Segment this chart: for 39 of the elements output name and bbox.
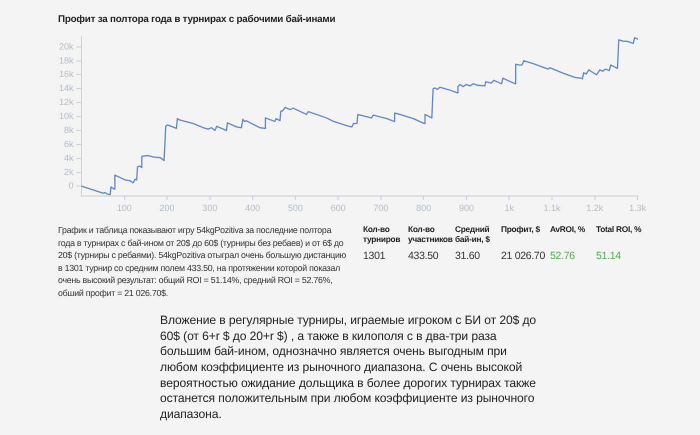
y-tick-label: 6k — [64, 138, 74, 149]
text: Кол-во участников — [408, 224, 454, 244]
x-tick-label: 1.2k — [586, 202, 604, 213]
x-tick-label: 1.1k — [544, 202, 562, 213]
y-tick-label: 14k — [58, 83, 74, 94]
x-tick-label: 400 — [245, 202, 260, 213]
text: 433.50 — [408, 250, 438, 262]
x-tick-label: 900 — [458, 202, 474, 213]
y-tick-label: 12k — [58, 97, 74, 108]
y-tick-label: 8k — [64, 124, 74, 135]
text: 51.14 — [596, 250, 621, 262]
text: График и таблица показывают игру 54kgPozitiva за последние полтора года в турнирах с бай-ином от 20$ до 60$ (турниры без ребаев) и от 6$ до 20$ (турниры с ребаями). 54kgPozitiva отыграл очень большую дистанцию в 1301 турнир со средним полем 433.50, на протяжении которой показал очень высокий результат: общий ROI = 51.14%, средний ROI = 52.76%, обший профит = 21 026.70$. — [58, 224, 347, 300]
x-tick-label: 1.3k — [629, 202, 647, 213]
y-tick-label: 0 — [68, 180, 74, 191]
x-tick-label: 800 — [416, 202, 432, 213]
text: Кол-во турниров — [363, 224, 402, 244]
text: Вложение в регулярные турниры, играемые игроком с БИ от 20$ до 60$ (от 6+r $ до 20+r $) , а также в килополя с в два-три раза большим бай-ином, однозначно является очень выгодным при любом коэффициенте из рыночного диапазона. С очень высокой вероятностью ожидание дольщика в более дорогих турнирах также останется положительным при любом коэффициенте из рыночного диапазона. — [160, 313, 538, 423]
x-tick-label: 200 — [160, 202, 175, 213]
x-tick-label: 500 — [288, 202, 303, 213]
x-tick-label: 300 — [202, 202, 218, 213]
y-tick-label: 16k — [58, 69, 74, 80]
text: Total ROI, % — [596, 224, 642, 234]
x-tick-label: 1k — [504, 202, 514, 213]
x-tick-label: 100 — [116, 202, 132, 213]
text: AvROI, % — [550, 224, 586, 234]
text: 21 026.70 — [501, 250, 546, 262]
text: 1301 — [363, 250, 386, 262]
text: Профит, $ — [501, 224, 541, 234]
y-tick-label: 4k — [64, 152, 74, 163]
y-tick-label: 2k — [64, 166, 74, 177]
y-tick-label: 18k — [58, 55, 74, 66]
x-tick-label: 600 — [330, 202, 346, 213]
text: Средний бай-ин, $ — [455, 224, 491, 244]
y-tick-label: 10k — [58, 111, 74, 122]
y-tick-label: 20k — [58, 41, 74, 52]
x-tick-label: 700 — [373, 202, 388, 213]
text: 31.60 — [455, 250, 480, 262]
chart-title: Профит за полтора года в турнирах с рабочими бай-инами — [58, 14, 336, 25]
text: 52.76 — [550, 250, 575, 262]
